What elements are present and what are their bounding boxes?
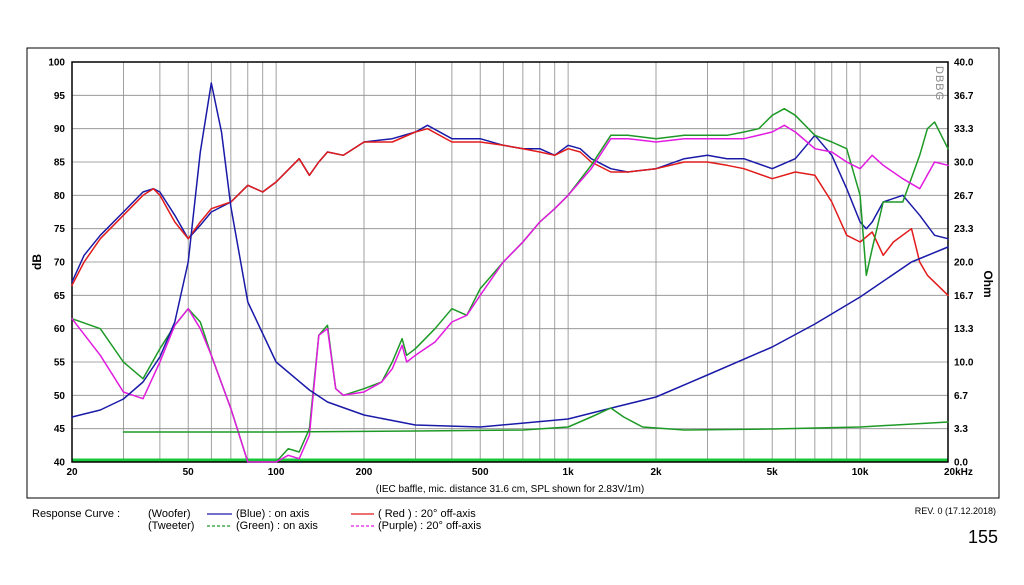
x-tick-label: 200 [356, 467, 373, 478]
y-left-tick-label: 45 [54, 424, 66, 435]
x-tick-label: 5k [767, 467, 779, 478]
plot-frame-outer [26, 47, 1000, 499]
series-group [71, 82, 949, 463]
y-right-tick-label: 20.0 [954, 258, 974, 269]
legend-driver-woofer: (Woofer) [148, 508, 191, 520]
y-left-tick-label: 60 [54, 324, 66, 335]
x-tick-label: 100 [268, 467, 285, 478]
legend-label-blue: (Blue) : on axis [236, 508, 310, 520]
y-left-tick-label: 80 [54, 191, 66, 202]
series-line-tweeter-impedance [122, 407, 949, 433]
x-tick-label: 20 [66, 467, 78, 478]
y-axis-right-title: Ohm [981, 270, 995, 297]
y-left-tick-label: 65 [54, 291, 66, 302]
x-tick-label: 2k [650, 467, 662, 478]
plot-border [71, 61, 949, 463]
y-right-tick-label: 13.3 [954, 324, 974, 335]
y-axis-right-ticks: 40.0 36.7 33.3 30.0 26.7 23.3 20.0 16.7 13.3 10.0… [954, 58, 974, 469]
legend-driver-tweeter: (Tweeter) [148, 520, 194, 532]
series-line-purple-20-off-axis [71, 124, 949, 463]
y-left-tick-label: 75 [54, 224, 66, 235]
y-left-tick-label: 70 [54, 258, 66, 269]
y-right-tick-label: 10.0 [954, 358, 974, 369]
measurement-note: (IEC baffle, mic. distance 31.6 cm, SPL … [376, 484, 644, 495]
legend-label-green: (Green) : on axis [236, 520, 318, 532]
y-left-tick-label: 95 [54, 91, 66, 102]
y-right-tick-label: 3.3 [954, 424, 968, 435]
y-left-tick-label: 85 [54, 158, 66, 169]
legend: Response Curve : (Woofer) (Blue) : on ax… [32, 508, 482, 532]
y-left-tick-label: 55 [54, 358, 66, 369]
watermark-text: DBBG [933, 66, 945, 101]
y-left-tick-label: 90 [54, 124, 66, 135]
x-tick-label: 50 [183, 467, 195, 478]
x-tick-label: 1k [563, 467, 575, 478]
x-axis-ticks: 20 50 100 200 500 1k 2k 5k 10k 20kHz [66, 467, 972, 478]
y-left-tick-label: 40 [54, 458, 66, 469]
y-right-tick-label: 36.7 [954, 91, 974, 102]
y-right-tick-label: 0.0 [954, 458, 968, 469]
y-right-tick-label: 40.0 [954, 58, 974, 69]
x-tick-label: 500 [472, 467, 489, 478]
legend-title: Response Curve : [32, 508, 120, 520]
revision-label: REV. 0 (17.12.2018) [915, 506, 996, 516]
series-line-woofer-impedance [71, 82, 949, 428]
y-right-tick-label: 6.7 [954, 391, 968, 402]
y-right-tick-label: 16.7 [954, 291, 974, 302]
y-left-tick-label: 100 [48, 58, 65, 69]
y-right-tick-label: 30.0 [954, 158, 974, 169]
y-right-tick-label: 23.3 [954, 224, 974, 235]
y-axis-left-ticks: 100 95 90 85 80 75 70 65 60 55 50 45 40 [48, 58, 65, 469]
x-tick-label: 20kHz [944, 467, 973, 478]
x-tick-label: 10k [852, 467, 869, 478]
page-number: 155 [968, 527, 998, 547]
legend-label-purple: (Purple) : 20° off-axis [378, 520, 482, 532]
y-right-tick-label: 33.3 [954, 124, 974, 135]
y-axis-left-title: dB [30, 254, 44, 270]
y-right-tick-label: 26.7 [954, 191, 974, 202]
series-line-red-20-off-axis [71, 127, 949, 297]
legend-label-red: ( Red ) : 20° off-axis [378, 508, 476, 520]
y-left-tick-label: 50 [54, 391, 66, 402]
